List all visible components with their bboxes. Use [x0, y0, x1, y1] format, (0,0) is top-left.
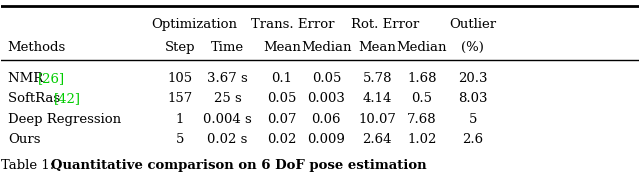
Text: 5.78: 5.78 — [363, 72, 392, 85]
Text: 4.14: 4.14 — [363, 92, 392, 105]
Text: [26]: [26] — [38, 72, 65, 85]
Text: SoftRas: SoftRas — [8, 92, 64, 105]
Text: Mean: Mean — [263, 41, 301, 55]
Text: 0.05: 0.05 — [267, 92, 296, 105]
Text: 7.68: 7.68 — [407, 113, 436, 126]
Text: 5: 5 — [468, 113, 477, 126]
Text: 0.004 s: 0.004 s — [204, 113, 252, 126]
Text: 2.64: 2.64 — [363, 133, 392, 146]
Text: 5: 5 — [175, 133, 184, 146]
Text: Methods: Methods — [8, 41, 66, 55]
Text: 20.3: 20.3 — [458, 72, 488, 85]
Text: 0.07: 0.07 — [267, 113, 296, 126]
Text: Trans. Error: Trans. Error — [251, 18, 335, 31]
Text: 0.5: 0.5 — [412, 92, 433, 105]
Text: Deep Regression: Deep Regression — [8, 113, 121, 126]
Text: Table 1:: Table 1: — [1, 159, 59, 172]
Text: Median: Median — [397, 41, 447, 55]
Text: 0.1: 0.1 — [271, 72, 292, 85]
Text: 8.03: 8.03 — [458, 92, 488, 105]
Text: 1.02: 1.02 — [407, 133, 436, 146]
Text: Median: Median — [301, 41, 351, 55]
Text: 105: 105 — [167, 72, 193, 85]
Text: 0.009: 0.009 — [307, 133, 346, 146]
Text: Quantitative comparison on 6 DoF pose estimation: Quantitative comparison on 6 DoF pose es… — [51, 159, 427, 172]
Text: 0.06: 0.06 — [312, 113, 341, 126]
Text: 157: 157 — [167, 92, 193, 105]
Text: 10.07: 10.07 — [358, 113, 396, 126]
Text: 1.68: 1.68 — [407, 72, 436, 85]
Text: NMR: NMR — [8, 72, 47, 85]
Text: Outlier: Outlier — [449, 18, 497, 31]
Text: 25 s: 25 s — [214, 92, 241, 105]
Text: 2.6: 2.6 — [462, 133, 483, 146]
Text: 0.02: 0.02 — [267, 133, 296, 146]
Text: Time: Time — [211, 41, 244, 55]
Text: Mean: Mean — [358, 41, 396, 55]
Text: 1: 1 — [175, 113, 184, 126]
Text: Ours: Ours — [8, 133, 40, 146]
Text: 0.003: 0.003 — [307, 92, 346, 105]
Text: [42]: [42] — [54, 92, 81, 105]
Text: Step: Step — [164, 41, 195, 55]
Text: 0.05: 0.05 — [312, 72, 341, 85]
Text: 3.67 s: 3.67 s — [207, 72, 248, 85]
Text: 0.02 s: 0.02 s — [207, 133, 248, 146]
Text: Optimization: Optimization — [151, 18, 237, 31]
Text: Rot. Error: Rot. Error — [351, 18, 419, 31]
Text: (%): (%) — [461, 41, 484, 55]
